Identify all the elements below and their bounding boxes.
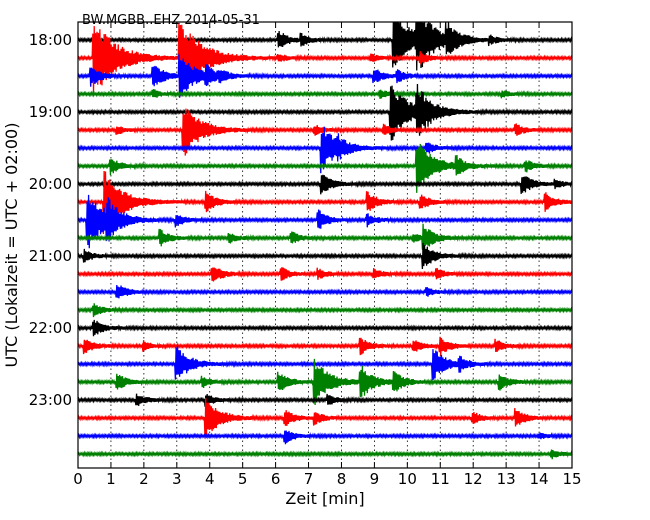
trace-2300: [78, 393, 572, 407]
y-axis-label: UTC (Lokalzeit = UTC + 02:00): [2, 123, 21, 368]
trace-2015: [78, 171, 572, 234]
x-tick-label: 12: [464, 470, 483, 488]
plot-frame: [77, 21, 573, 469]
x-tick-label: 8: [337, 470, 347, 488]
trace-2145: [78, 303, 572, 318]
x-tick-label: 6: [271, 470, 281, 488]
x-axis-label: Zeit [min]: [285, 489, 364, 508]
chart-title: BW.MGBB..EHZ 2014-05-31: [82, 13, 260, 28]
y-tick-label: 19:00: [29, 103, 72, 121]
trace-1815: [78, 23, 572, 97]
trace-2045: [78, 223, 572, 250]
seismogram-traces: [78, 22, 572, 460]
trace-2130: [78, 284, 572, 299]
x-tick-label: 3: [172, 470, 182, 488]
trace-1800: [78, 22, 572, 71]
x-tick-label: 10: [398, 470, 417, 488]
trace-2330: [78, 430, 572, 445]
trace-2000: [78, 174, 572, 195]
x-tick-label: 9: [370, 470, 380, 488]
trace-2215: [78, 336, 572, 356]
x-tick-label: 13: [497, 470, 516, 488]
trace-2245: [78, 358, 572, 405]
x-tick-label: 11: [431, 470, 450, 488]
trace-2315: [78, 397, 572, 439]
trace-2230: [78, 345, 572, 381]
x-tick-label: 1: [106, 470, 116, 488]
trace-2100: [78, 242, 572, 270]
trace-1945: [78, 143, 572, 193]
y-tick-label: 20:00: [29, 175, 72, 193]
trace-2345: [78, 449, 572, 460]
x-axis-ticks: 0 1 2 3 4 5 6 7 8 9 10 11 12 13 14 15: [73, 22, 582, 488]
x-tick-label: 7: [304, 470, 314, 488]
y-tick-label: 18:00: [29, 31, 72, 49]
x-tick-label: 4: [205, 470, 215, 488]
trace-1830: [78, 54, 572, 98]
x-tick-label: 15: [562, 470, 581, 488]
trace-1845: [78, 89, 572, 99]
x-tick-label: 14: [530, 470, 549, 488]
y-tick-label: 22:00: [29, 319, 72, 337]
trace-2200: [78, 319, 572, 337]
x-tick-label: 0: [73, 470, 83, 488]
trace-2030: [78, 194, 572, 249]
y-tick-label: 21:00: [29, 247, 72, 265]
x-tick-label: 2: [139, 470, 149, 488]
y-tick-label: 23:00: [29, 391, 72, 409]
x-tick-label: 5: [238, 470, 248, 488]
y-axis-ticks: 18:00 19:00 20:00 21:00 22:00 23:00: [29, 31, 572, 409]
trace-1900: [78, 83, 572, 141]
trace-2115: [78, 267, 572, 282]
